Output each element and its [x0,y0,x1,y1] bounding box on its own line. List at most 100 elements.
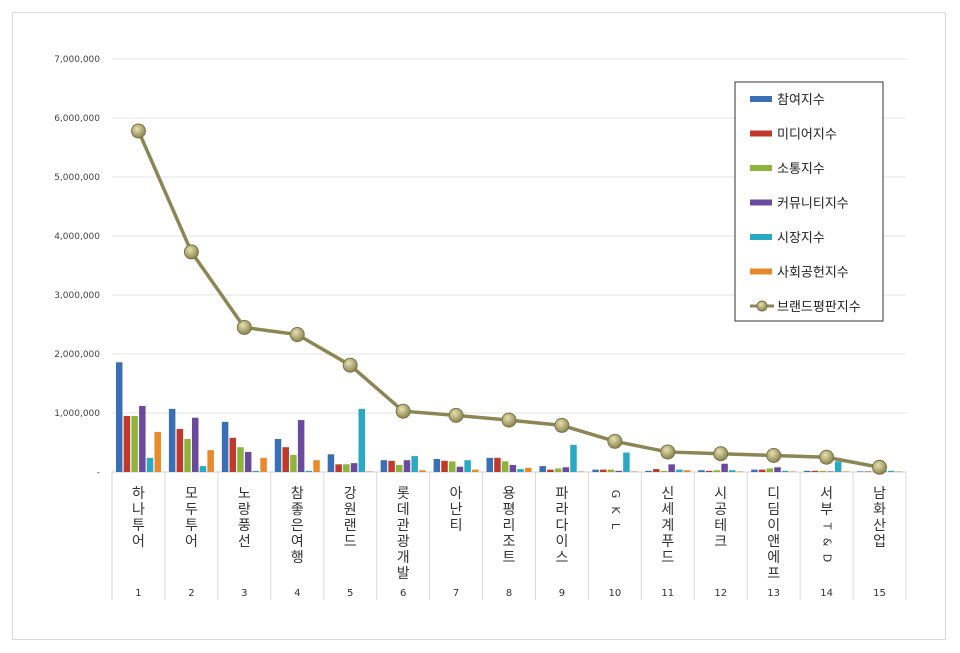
category-label-char: D [821,554,834,562]
legend-label: 사회공헌지수 [777,266,849,281]
category-label-char: 은 [291,518,304,534]
category-label-char: 테 [714,518,727,534]
rank-label: 11 [661,588,674,599]
category-label-char: 어 [185,534,198,550]
category-label-char: 이 [555,534,568,550]
line-point [183,244,199,260]
line-point [289,327,305,343]
chart-frame [12,12,946,640]
category-label-char: 크 [714,534,727,550]
category-label-char: 모 [185,486,198,502]
category-label-char: 풍 [238,518,251,534]
bar-미디어지수 [123,415,131,472]
bar-참여지수 [592,469,599,472]
category-label-char: 난 [450,502,463,518]
y-tick-label: 5,000,000 [54,173,100,183]
bar-시장지수 [146,457,154,472]
bar-참여지수 [115,362,123,472]
category-label-char: 부 [820,502,833,518]
category-label-char: L [609,523,622,530]
bar-소통지수 [131,415,138,472]
category-label-char: 선 [238,534,251,550]
category-label-char: 스 [555,550,568,566]
category-label-char: 파 [555,486,568,502]
rank-label: 13 [767,588,780,599]
bar-미디어지수 [600,469,607,472]
bar-커뮤니티지수 [244,451,252,472]
bar-참여지수 [168,408,176,472]
line-point [766,447,782,463]
bar-시장지수 [570,444,577,472]
bar-미디어지수 [758,469,766,472]
bar-소통지수 [713,470,721,472]
bar-사회공헌지수 [419,470,426,472]
category-label-char: 계 [661,518,674,534]
y-tick-label: 6,000,000 [54,114,100,124]
category-label-char: 평 [503,502,516,518]
y-tick-label: 1,000,000 [54,409,100,419]
legend-swatch [750,96,772,102]
category-label-char: 남 [873,486,886,502]
bar-사회공헌지수 [366,471,373,472]
bar-시장지수 [676,469,683,472]
bar-미디어지수 [229,437,237,472]
category-label-char: 참 [291,486,304,502]
bar-소통지수 [660,470,668,472]
rank-label: 7 [453,588,459,599]
bar-소통지수 [766,468,774,472]
category-label-char: 드 [344,534,357,550]
line-point [872,459,888,475]
bar-커뮤니티지수 [562,467,570,472]
category-label-char: 나 [132,502,145,518]
bar-사회공헌지수 [154,431,161,472]
bar-미디어지수 [547,469,554,472]
bar-미디어지수 [864,471,872,472]
category-label: GK L [609,490,622,530]
bar-시장지수 [623,452,630,472]
line-point [448,407,464,423]
bar-커뮤니티지수 [456,466,464,472]
category-label-char: 시 [714,486,727,502]
bar-소통지수 [607,469,615,472]
bar-시장지수 [517,469,524,472]
category-label-char: 이 [767,518,780,534]
category-label-char: 공 [714,502,727,518]
bar-커뮤니티지수 [774,467,781,472]
bar-사회공헌지수 [313,460,320,472]
bar-사회공헌지수 [736,471,744,472]
rank-label: 3 [241,588,247,599]
bar-미디어지수 [441,460,448,472]
category-label-char: 라 [555,502,568,518]
legend-label: 미디어지수 [777,128,837,143]
category-label-char: K [609,506,622,514]
bar-소통지수 [396,464,403,472]
category-label-char: 프 [767,566,780,582]
bar-미디어지수 [335,464,342,472]
category-label-char: 강 [344,486,357,502]
rank-label: 10 [608,588,621,599]
category-label-char: 원 [344,502,357,518]
category-label-char: 랜 [344,518,357,534]
bar-참여지수 [539,466,546,472]
bar-소통지수 [290,454,297,472]
legend-swatch [750,199,772,206]
line-point [819,449,835,465]
bar-시장지수 [729,470,736,472]
category-label-char: 드 [661,550,674,566]
bar-사회공헌지수 [260,457,267,472]
category-label-char: 롯 [397,486,410,502]
category-label-char: 투 [185,518,198,534]
category-label-char: 노 [238,486,251,502]
bar-커뮤니티지수 [668,464,675,472]
category-label-char: 랑 [238,502,251,518]
bar-사회공헌지수 [789,471,797,472]
bar-커뮤니티지수 [615,470,622,472]
